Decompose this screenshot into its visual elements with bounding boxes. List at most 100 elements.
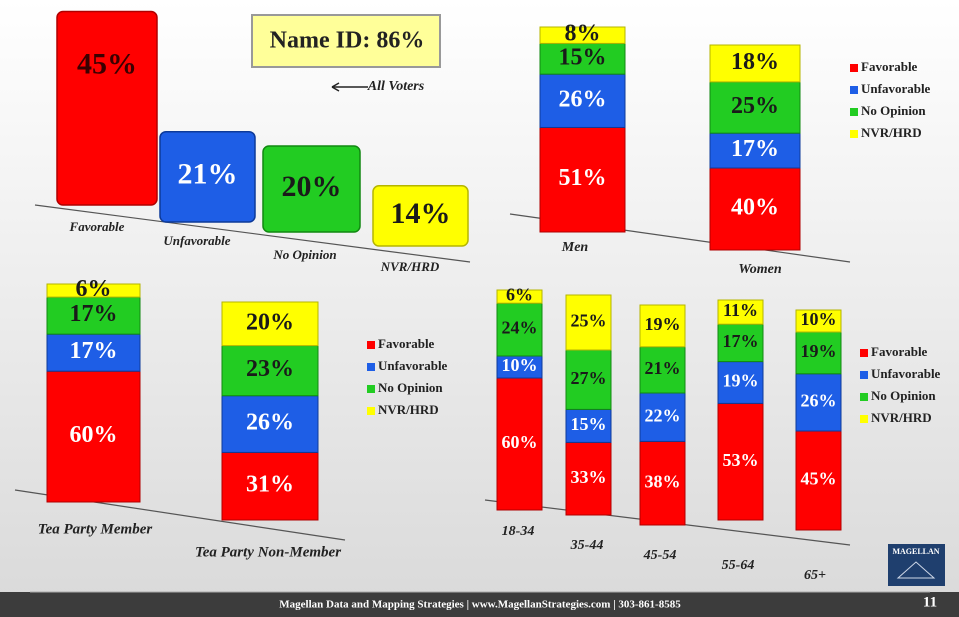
- axis-line: [34, 204, 471, 263]
- legend-marker: [850, 86, 858, 94]
- value-label: 45%: [77, 47, 137, 80]
- annotation: All Voters: [367, 79, 425, 94]
- logo-mark: [896, 561, 936, 579]
- value-label: 11%: [723, 300, 758, 320]
- value-label: 26%: [559, 86, 607, 112]
- bar-segment: [795, 331, 842, 375]
- bar: [372, 185, 469, 247]
- value-label: 60%: [502, 432, 538, 452]
- value-label: 21%: [645, 358, 681, 378]
- legend-marker: [367, 363, 375, 371]
- legend-marker: [860, 371, 868, 379]
- value-label: 20%: [246, 309, 294, 335]
- value-label: 19%: [723, 371, 759, 391]
- legend-marker: [850, 64, 858, 72]
- value-label: 6%: [506, 285, 533, 305]
- bar-segment: [46, 283, 141, 298]
- bar-segment: [639, 392, 686, 442]
- value-label: 25%: [571, 311, 607, 331]
- bar-segment: [709, 132, 801, 169]
- bar-segment: [565, 441, 612, 516]
- legend-label: NVR/HRD: [861, 125, 922, 140]
- bar-segment: [717, 299, 764, 325]
- bar-segment: [539, 26, 626, 44]
- footer-text: Magellan Data and Mapping Strategies | w…: [279, 599, 681, 611]
- value-label: 19%: [645, 314, 681, 334]
- value-label: 21%: [178, 158, 238, 191]
- legend-label: Favorable: [861, 59, 918, 74]
- value-label: 60%: [70, 422, 118, 448]
- annotation: Name ID: 86%: [270, 28, 425, 54]
- bar-segment: [565, 408, 612, 443]
- legend-label: NVR/HRD: [871, 410, 932, 425]
- x-tick-label: Favorable: [69, 219, 125, 234]
- bar-segment: [709, 81, 801, 134]
- legend-marker: [860, 415, 868, 423]
- value-label: 45%: [801, 469, 837, 489]
- value-label: 26%: [246, 410, 294, 436]
- bar-segment: [539, 126, 626, 233]
- annotation-box: [251, 14, 441, 68]
- bar-segment: [565, 349, 612, 410]
- value-label: 33%: [571, 467, 607, 487]
- value-label: 10%: [801, 309, 837, 329]
- bar-segment: [46, 333, 141, 372]
- x-tick-label: 55-64: [722, 558, 755, 573]
- bar-segment: [221, 345, 319, 397]
- value-label: 17%: [70, 338, 118, 364]
- legend-marker: [850, 130, 858, 138]
- logo: [888, 544, 945, 586]
- bar-segment: [496, 377, 543, 511]
- bar-segment: [639, 304, 686, 348]
- arrow-head: [331, 82, 340, 92]
- bar-segment: [565, 294, 612, 351]
- x-tick-label: NVR/HRD: [380, 259, 440, 274]
- legend-label: No Opinion: [871, 388, 936, 403]
- x-tick-label: Men: [561, 240, 589, 255]
- legend-label: No Opinion: [861, 103, 926, 118]
- legend-label: Unfavorable: [861, 81, 931, 96]
- value-label: 20%: [282, 170, 342, 203]
- legend-marker: [367, 341, 375, 349]
- x-tick-label: 45-54: [643, 548, 677, 563]
- value-label: 51%: [559, 165, 607, 191]
- value-label: 24%: [502, 318, 538, 338]
- value-label: 18%: [731, 49, 779, 75]
- bar-segment: [717, 361, 764, 404]
- bar-segment: [496, 302, 543, 357]
- value-label: 19%: [801, 341, 837, 361]
- bar-segment: [795, 309, 842, 333]
- bar-segment: [709, 167, 801, 251]
- x-tick-label: Unfavorable: [163, 233, 230, 248]
- logo-text: MAGELLAN: [892, 547, 939, 556]
- value-label: 38%: [645, 471, 681, 491]
- bar: [56, 10, 158, 206]
- value-label: 8%: [565, 21, 601, 47]
- bar-segment: [46, 370, 141, 503]
- bar-segment: [221, 301, 319, 347]
- legend-label: Unfavorable: [378, 358, 448, 373]
- bar: [262, 145, 361, 233]
- value-label: 26%: [801, 391, 837, 411]
- x-tick-label: 18-34: [502, 524, 535, 539]
- x-tick-label: Women: [738, 262, 782, 277]
- value-label: 53%: [723, 450, 759, 470]
- bar-segment: [709, 44, 801, 83]
- page-number: 11: [923, 594, 937, 610]
- value-label: 15%: [571, 414, 607, 434]
- bar-segment: [539, 73, 626, 128]
- value-label: 17%: [70, 301, 118, 327]
- value-label: 17%: [731, 136, 779, 162]
- value-label: 23%: [246, 356, 294, 382]
- bar-segment: [46, 296, 141, 335]
- x-tick-label: 35-44: [570, 538, 604, 553]
- bar: [159, 130, 256, 223]
- value-label: 14%: [391, 197, 451, 230]
- value-label: 31%: [246, 472, 294, 498]
- legend-marker: [860, 349, 868, 357]
- bar-segment: [717, 402, 764, 521]
- legend-label: Unfavorable: [871, 366, 941, 381]
- value-label: 27%: [571, 368, 607, 388]
